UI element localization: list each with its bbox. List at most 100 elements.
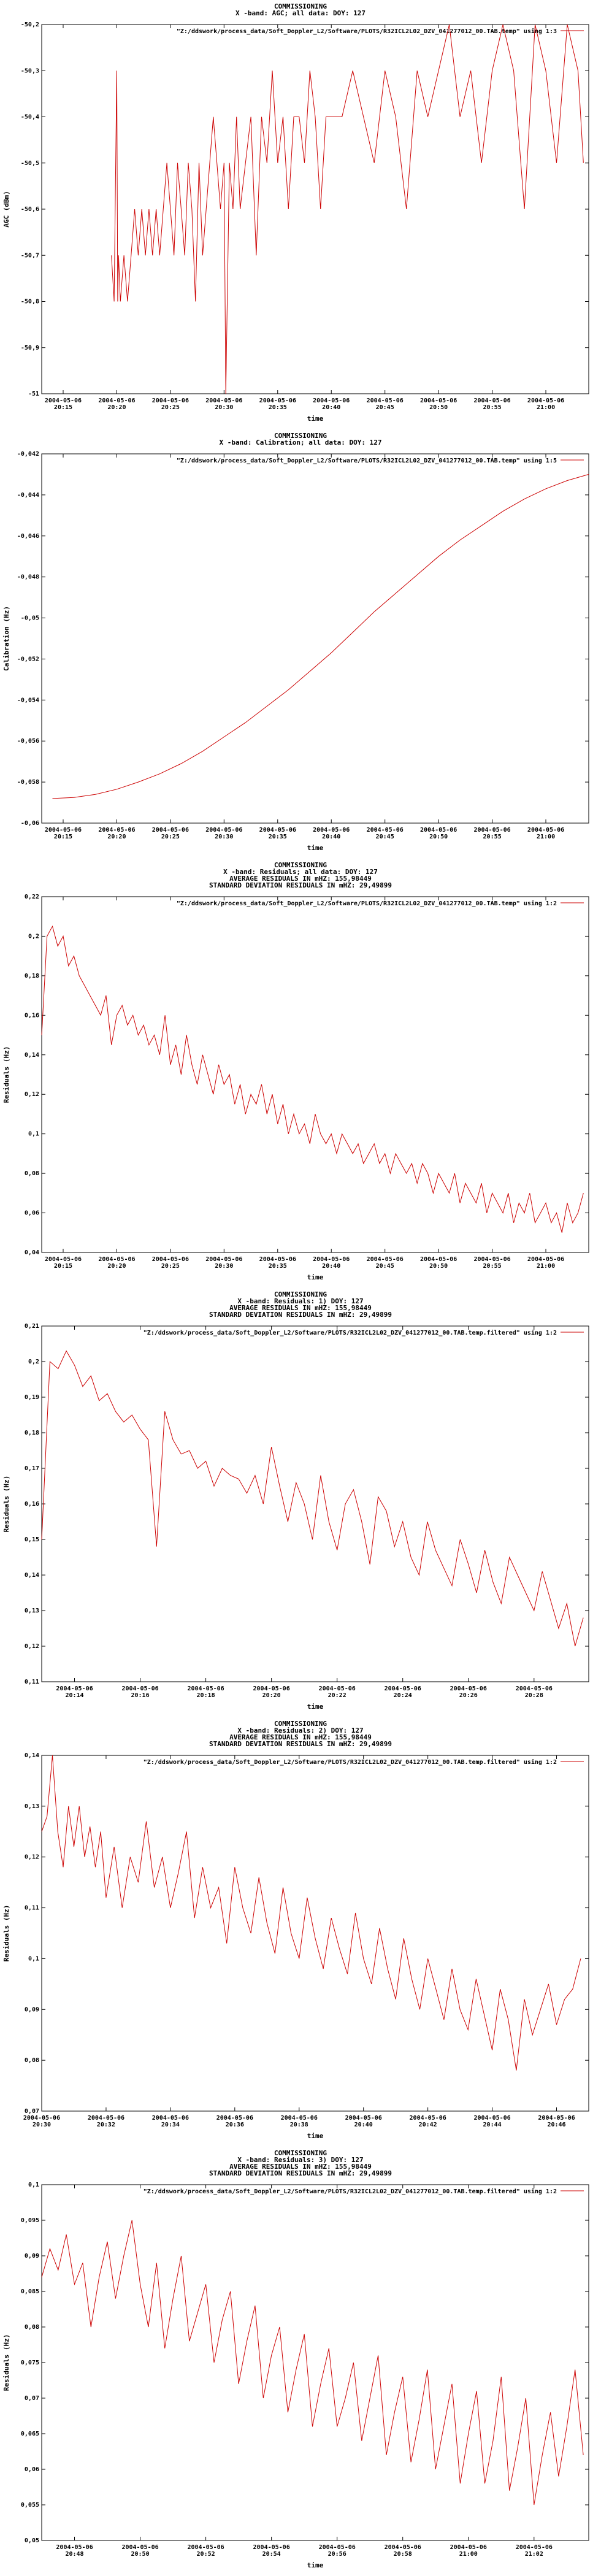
x-tick-time: 20:36 <box>226 2122 244 2128</box>
x-tick-date: 2004-05-06 <box>319 1685 356 1692</box>
y-tick-label: 0,11 <box>25 1905 39 1912</box>
chart-title-line: COMMISSIONING <box>274 1720 327 1728</box>
y-tick-label: 0,075 <box>21 2359 39 2366</box>
x-tick-date: 2004-05-06 <box>253 2544 290 2551</box>
legend-label: "Z:/ddswork/process_data/Soft_Doppler_L2… <box>177 457 557 464</box>
x-tick-date: 2004-05-06 <box>473 397 510 404</box>
x-tick-date: 2004-05-06 <box>420 1256 457 1263</box>
chart-title-line: X -band: Residuals: 3) DOY: 127 <box>237 2156 363 2164</box>
x-tick-time: 20:15 <box>54 404 72 411</box>
x-tick-date: 2004-05-06 <box>259 827 296 834</box>
x-tick-date: 2004-05-06 <box>527 397 564 404</box>
y-tick-label: -0,058 <box>17 779 39 786</box>
y-axis-label: Residuals (Hz) <box>2 1046 10 1103</box>
x-tick-time: 20:42 <box>419 2122 437 2128</box>
y-tick-label: -50,9 <box>21 345 39 351</box>
x-tick-time: 20:14 <box>65 1692 83 1699</box>
y-tick-label: 0,09 <box>25 2006 39 2013</box>
y-tick-label: 0,095 <box>21 2217 39 2224</box>
y-axis-label: Calibration (Hz) <box>2 606 10 671</box>
y-tick-label: 0,1 <box>28 1131 39 1138</box>
y-tick-label: 0,18 <box>25 973 39 979</box>
x-tick-date: 2004-05-06 <box>538 2115 575 2122</box>
x-tick-date: 2004-05-06 <box>45 827 82 834</box>
chart-title-line: COMMISSIONING <box>274 861 327 869</box>
chart-title-line: STANDARD DEVIATION RESIDUALS IN mHZ: 29,… <box>209 881 392 889</box>
x-tick-date: 2004-05-06 <box>45 397 82 404</box>
chart-title-line: AVERAGE RESIDUALS IN mHZ: 155,98449 <box>229 875 372 883</box>
x-tick-date: 2004-05-06 <box>473 827 510 834</box>
x-tick-date: 2004-05-06 <box>367 397 404 404</box>
chart-title-line: COMMISSIONING <box>274 432 327 440</box>
x-axis-label: time <box>307 2132 324 2140</box>
x-tick-time: 20:16 <box>131 1692 150 1699</box>
chart-panel-calibration: COMMISSIONING X -band: Calibration; all d… <box>0 429 601 859</box>
chart-title-line: X -band: Residuals: 1) DOY: 127 <box>237 1297 363 1305</box>
y-tick-label: -50,6 <box>21 206 39 213</box>
x-tick-time: 20:30 <box>215 404 233 411</box>
chart-panel-residuals-all: COMMISSIONING X -band: Residuals; all dat… <box>0 859 601 1288</box>
x-tick-time: 20:15 <box>54 1263 72 1270</box>
series-line <box>41 1755 581 2071</box>
y-tick-label: -50,4 <box>21 114 39 121</box>
x-tick-date: 2004-05-06 <box>205 1256 242 1263</box>
x-tick-date: 2004-05-06 <box>420 397 457 404</box>
y-tick-label: 0,1 <box>28 1955 39 1962</box>
x-tick-time: 20:55 <box>483 834 502 840</box>
x-tick-time: 20:30 <box>33 2122 51 2128</box>
y-tick-label: -50,8 <box>21 299 39 305</box>
x-tick-date: 2004-05-06 <box>313 827 350 834</box>
x-tick-date: 2004-05-06 <box>516 1685 553 1692</box>
x-tick-date: 2004-05-06 <box>205 827 242 834</box>
plot-frame <box>41 896 589 1253</box>
y-tick-label: 0,12 <box>25 1643 39 1650</box>
y-tick-label: 0,06 <box>25 1210 39 1217</box>
x-tick-time: 20:55 <box>483 404 502 411</box>
y-tick-label: -0,05 <box>21 615 39 622</box>
y-tick-label: 0,18 <box>25 1430 39 1436</box>
y-tick-label: 0,21 <box>25 1323 39 1330</box>
x-tick-time: 20:20 <box>107 404 126 411</box>
y-axis-label: Residuals (Hz) <box>2 2334 10 2391</box>
y-tick-label: 0,14 <box>25 1752 39 1759</box>
x-tick-date: 2004-05-06 <box>345 2115 382 2122</box>
y-tick-label: 0,08 <box>25 1170 39 1177</box>
x-tick-date: 2004-05-06 <box>319 2544 356 2551</box>
x-axis-label: time <box>307 415 324 423</box>
x-tick-time: 20:45 <box>376 404 394 411</box>
x-tick-date: 2004-05-06 <box>385 2544 421 2551</box>
chart-title-line: COMMISSIONING <box>274 2 327 10</box>
chart-title-line: STANDARD DEVIATION RESIDUALS IN mHZ: 29,… <box>209 1311 392 1319</box>
x-tick-date: 2004-05-06 <box>259 397 296 404</box>
x-tick-time: 20:40 <box>322 1263 340 1270</box>
x-tick-date: 2004-05-06 <box>98 1256 135 1263</box>
chart-panel-residuals-3: COMMISSIONING X -band: Residuals: 3) DOY:… <box>0 2147 601 2576</box>
y-tick-label: -50,3 <box>21 67 39 74</box>
x-tick-time: 20:30 <box>215 834 233 840</box>
x-tick-time: 21:00 <box>459 2551 478 2558</box>
y-tick-label: 0,22 <box>25 894 39 900</box>
x-tick-time: 20:56 <box>328 2551 346 2558</box>
x-tick-time: 20:45 <box>376 1263 394 1270</box>
y-tick-label: -0,042 <box>17 451 39 458</box>
x-tick-date: 2004-05-06 <box>121 2544 158 2551</box>
x-tick-date: 2004-05-06 <box>56 2544 93 2551</box>
x-tick-time: 20:25 <box>161 1263 180 1270</box>
y-tick-label: 0,06 <box>25 2466 39 2473</box>
x-tick-time: 20:55 <box>483 1263 502 1270</box>
legend-label: "Z:/ddswork/process_data/Soft_Doppler_L2… <box>144 1758 557 1766</box>
series-line <box>41 925 584 1233</box>
x-tick-date: 2004-05-06 <box>98 397 135 404</box>
x-tick-date: 2004-05-06 <box>88 2115 124 2122</box>
x-tick-time: 20:25 <box>161 404 180 411</box>
x-tick-time: 20:35 <box>269 834 287 840</box>
x-tick-date: 2004-05-06 <box>527 1256 564 1263</box>
y-tick-label: -0,046 <box>17 533 39 540</box>
y-tick-label: 0,19 <box>25 1394 39 1401</box>
y-tick-label: 0,13 <box>25 1803 39 1810</box>
x-tick-date: 2004-05-06 <box>205 397 242 404</box>
chart-title-line: AVERAGE RESIDUALS IN mHZ: 155,98449 <box>229 1304 372 1312</box>
legend-label: "Z:/ddswork/process_data/Soft_Doppler_L2… <box>144 2188 557 2195</box>
series-line <box>41 1350 584 1647</box>
